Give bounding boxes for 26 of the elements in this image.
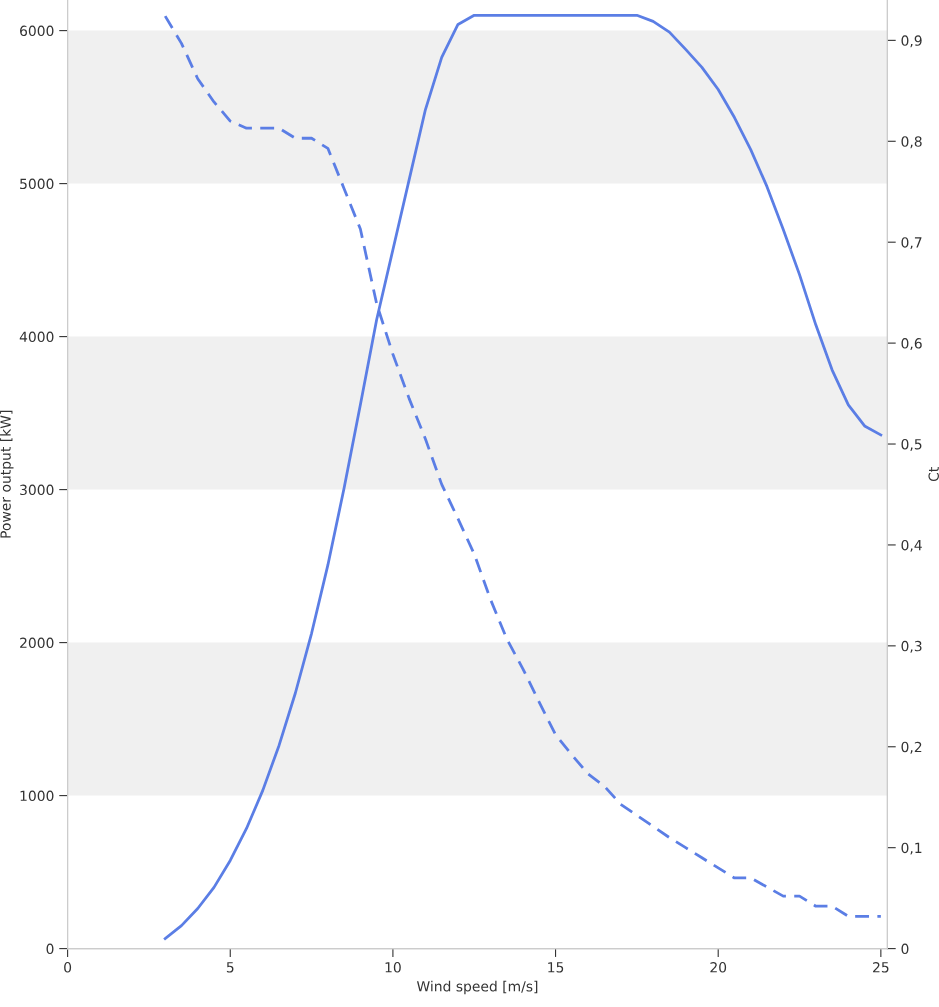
y2-tick-label: 0 [901,943,909,955]
y-tick-label: 2000 [20,637,54,649]
x-tick-label: 5 [226,962,234,973]
y2-tick-label: 0,9 [901,35,922,48]
y2-tick-label: 0,7 [901,237,922,250]
y2-axis-title: Ct [928,467,939,482]
x-tick-label: 25 [873,962,889,973]
x-axis-title: Wind speed [m/s] [416,980,538,995]
y-axis-title: Power output [kW] [0,410,14,538]
y2-tick-label: 0,8 [901,136,922,149]
y2-tick-label: 0,3 [901,640,922,653]
y-tick-label: 6000 [20,25,54,37]
y-tick-label: 3000 [20,484,54,496]
x-tick-label: 20 [710,962,727,973]
y-tick-label: 0 [46,943,54,955]
y2-tick-label: 0,2 [901,741,922,754]
y2-tick-label: 0,6 [901,338,922,350]
y2-tick-label: 0,5 [901,438,922,451]
y2-tick-label: 0,1 [901,842,922,855]
x-tick-label: 10 [385,962,401,973]
x-tick-label: 0 [64,962,72,973]
y-tick-label: 5000 [20,178,54,190]
y-tick-label: 1000 [20,790,54,802]
y-tick-label: 4000 [19,331,54,343]
y2-tick-label: 0,4 [901,539,922,552]
x-tick-label: 15 [548,962,564,973]
